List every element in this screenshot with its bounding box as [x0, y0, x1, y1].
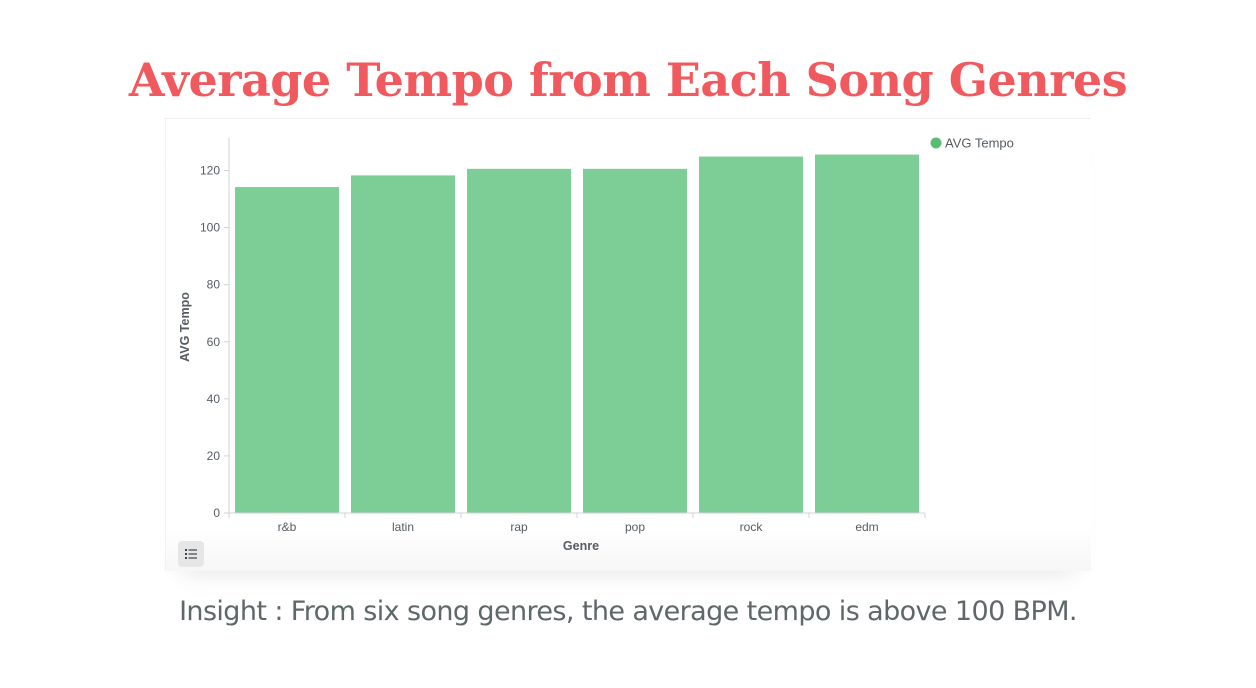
y-axis-ticks: 0 20 40 60 80 100 120	[200, 164, 229, 520]
bar-rap[interactable]	[467, 168, 571, 513]
data-table-button[interactable]	[178, 541, 204, 567]
x-tick-label: rock	[740, 520, 764, 534]
y-tick-label: 0	[213, 506, 220, 520]
bar-edm[interactable]	[815, 154, 919, 513]
x-axis-title: Genre	[563, 539, 599, 553]
legend-item[interactable]: AVG Tempo	[930, 136, 1014, 151]
x-tick-label: rap	[510, 520, 528, 534]
y-tick-label: 20	[207, 449, 221, 463]
insight-text: Insight : From six song genres, the aver…	[179, 596, 1077, 627]
bars-layer	[235, 154, 919, 513]
legend-marker	[930, 137, 942, 149]
legend-label: AVG Tempo	[945, 136, 1014, 151]
bar-rb[interactable]	[235, 187, 339, 513]
y-tick-label: 100	[200, 221, 220, 235]
y-tick-label: 120	[200, 164, 220, 178]
bar-rock[interactable]	[699, 156, 803, 513]
list-icon	[185, 549, 197, 559]
bar-pop[interactable]	[583, 168, 687, 513]
y-axis-title: AVG Tempo	[178, 292, 192, 362]
page-title: Average Tempo from Each Song Genres	[128, 53, 1128, 107]
bar-chart: 0 20 40 60 80 100 120 r&b latin rap pop rock edm AV…	[178, 136, 1014, 554]
y-tick-label: 60	[207, 335, 221, 349]
x-tick-label: edm	[855, 520, 878, 534]
x-tick-label: latin	[392, 520, 414, 534]
y-tick-label: 40	[207, 392, 221, 406]
x-tick-label: pop	[625, 520, 645, 534]
x-axis-ticks: r&b latin rap pop rock edm	[228, 513, 926, 534]
bar-latin[interactable]	[351, 175, 455, 513]
x-tick-label: r&b	[278, 520, 297, 534]
y-tick-label: 80	[207, 278, 221, 292]
